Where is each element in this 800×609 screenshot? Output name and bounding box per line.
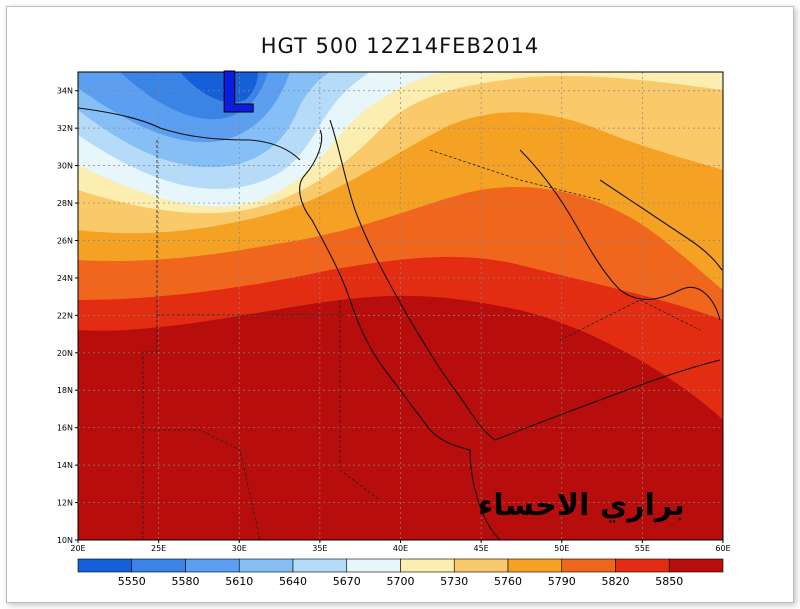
lat-tick-label: 18N	[57, 386, 73, 395]
colorbar-swatch	[185, 558, 240, 573]
graticule	[78, 72, 723, 540]
border-libya	[142, 140, 158, 540]
colorbar-level-label: 5760	[494, 575, 522, 588]
colorbar-level-label: 5850	[655, 575, 683, 588]
watermark-text: براري الاحساء	[478, 488, 685, 523]
lon-tick-label: 20E	[70, 544, 85, 553]
colorbar-swatch	[615, 558, 670, 573]
coast-red-sea-west	[299, 129, 471, 451]
coast-persian-gulf	[519, 149, 721, 321]
lat-tick-label: 10N	[57, 536, 73, 545]
chart-title: HGT 500 12Z14FEB2014	[260, 34, 540, 58]
colorbar-level-label: 5580	[172, 575, 200, 588]
lat-tick-label: 12N	[57, 499, 73, 508]
lat-tick-label: 24N	[57, 274, 73, 283]
longitude-ticks: 20E 25E 30E 35E 40E 45E 50E 55E 60E	[70, 540, 731, 553]
lon-tick-label: 50E	[554, 544, 569, 553]
colorbar-swatch	[346, 558, 401, 573]
lon-tick-label: 45E	[474, 544, 489, 553]
lon-tick-label: 35E	[312, 544, 327, 553]
lat-tick-label: 28N	[57, 199, 73, 208]
coastlines	[78, 107, 723, 540]
lat-tick-label: 22N	[57, 311, 73, 320]
colorbar-swatch	[238, 558, 294, 573]
lat-tick-label: 30N	[57, 162, 73, 171]
coast-north-africa	[78, 107, 301, 161]
colorbar-swatch	[400, 558, 455, 573]
lat-tick-label: 14N	[57, 461, 73, 470]
lat-tick-label: 32N	[57, 124, 73, 133]
colorbar-level-label: 5700	[387, 575, 415, 588]
lat-tick-label: 16N	[57, 424, 73, 433]
lon-tick-label: 30E	[232, 544, 247, 553]
colorbar-level-label: 5820	[602, 575, 630, 588]
colorbar-swatch	[507, 558, 563, 573]
lat-tick-label: 26N	[57, 236, 73, 245]
coast-iran	[599, 179, 723, 271]
colorbar-swatch	[292, 558, 348, 573]
lon-tick-label: 25E	[151, 544, 166, 553]
colorbar-level-label: 5790	[548, 575, 576, 588]
colorbar-swatch	[561, 558, 616, 573]
border-ethiopia	[339, 300, 381, 501]
borders	[142, 140, 701, 540]
coast-arabia-south	[494, 359, 721, 441]
coast-horn	[469, 449, 501, 540]
lon-tick-label: 40E	[393, 544, 408, 553]
coast-red-sea-east	[329, 119, 496, 441]
border-iraq-saudi	[429, 149, 601, 201]
lat-tick-label: 34N	[57, 87, 73, 96]
colorbar-level-label: 5550	[118, 575, 146, 588]
colorbar-level-label: 5730	[440, 575, 468, 588]
lon-tick-label: 55E	[635, 544, 650, 553]
colorbar-swatch	[453, 558, 509, 573]
colorbar-swatch	[77, 558, 133, 573]
lon-tick-label: 60E	[715, 544, 730, 553]
border-chad	[143, 429, 261, 540]
colorbar-level-label: 5670	[333, 575, 361, 588]
colorbar: 5550 5580 5610 5640 5670 5700 5730 5760 5790 5820…	[77, 558, 724, 588]
colorbar-level-label: 5640	[279, 575, 307, 588]
low-pressure-marker: L	[219, 61, 256, 126]
colorbar-swatch	[668, 558, 724, 573]
band-core	[180, 72, 258, 103]
lat-tick-label: 20N	[57, 349, 73, 358]
colorbar-swatch	[131, 558, 186, 573]
latitude-ticks: 10N 12N 14N 16N 18N 20N 22N 24N 26N 28N 30N 32N 34N	[57, 87, 78, 545]
colorbar-level-label: 5610	[225, 575, 253, 588]
